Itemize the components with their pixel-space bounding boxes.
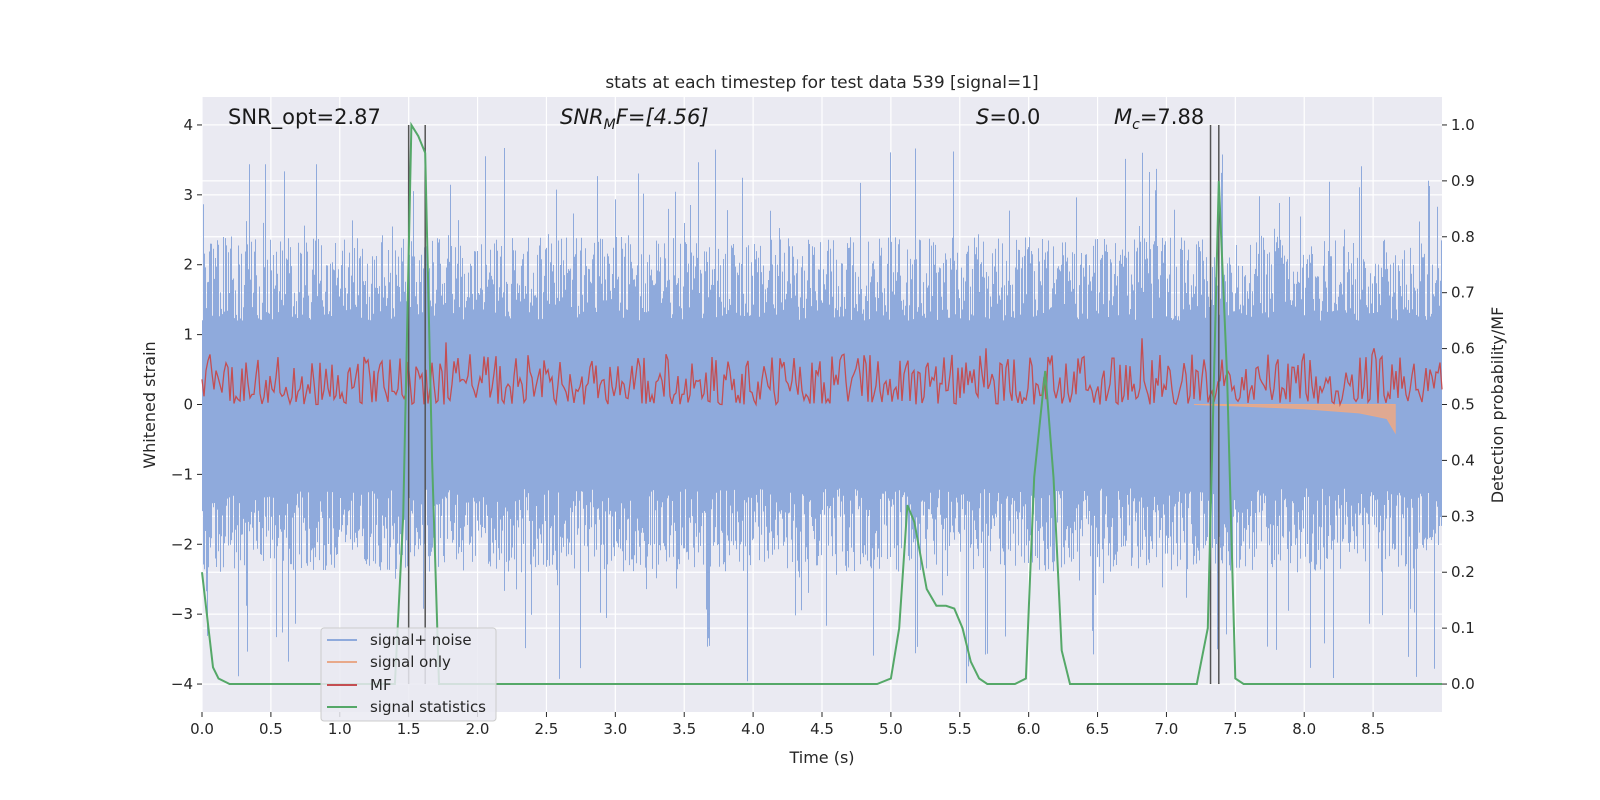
y-right-tick-label: 0.8 <box>1451 228 1475 246</box>
x-tick-label: 7.0 <box>1155 720 1179 738</box>
y-axis-left: −4 −3 −2 −1 0 1 2 3 4 <box>171 116 202 693</box>
series-signal-only <box>1193 404 1396 435</box>
series-signal-statistics <box>201 121 1442 685</box>
x-tick-label: 1.0 <box>328 720 352 738</box>
annotation-snr-opt: SNR_opt=2.87 <box>228 105 381 130</box>
y-right-tick-label: 0.6 <box>1451 340 1475 358</box>
y-right-tick-label: 0.0 <box>1451 675 1475 693</box>
x-axis-label: Time (s) <box>788 748 854 767</box>
x-tick-label: 6.5 <box>1086 720 1110 738</box>
y-right-tick-label: 0.4 <box>1451 451 1475 469</box>
y-right-tick-label: 1.0 <box>1451 116 1475 134</box>
noise-lower <box>202 404 1442 684</box>
legend-label-signal-noise: signal+ noise <box>370 631 472 649</box>
y-left-tick-label: −3 <box>171 605 193 623</box>
annotation-snr-mf: SNRMF=[4.56] <box>560 105 709 133</box>
annotation-s-main: S <box>976 105 989 129</box>
y-left-tick-label: 2 <box>183 256 193 274</box>
x-tick-label: 4.0 <box>741 720 765 738</box>
y-left-tick-label: −1 <box>171 465 193 483</box>
y-left-tick-label: 1 <box>183 326 193 344</box>
x-tick-label: 8.5 <box>1361 720 1385 738</box>
x-tick-label: 3.5 <box>672 720 696 738</box>
x-tick-label: 5.0 <box>879 720 903 738</box>
signal-statistics-line <box>201 121 1442 685</box>
y-right-tick-label: 0.5 <box>1451 396 1475 414</box>
chart-title: stats at each timestep for test data 539… <box>605 73 1038 93</box>
legend-label-signal-statistics: signal statistics <box>370 698 486 716</box>
x-tick-label: 2.5 <box>535 720 559 738</box>
y-left-tick-label: 3 <box>183 186 193 204</box>
annotation-mc: Mc=7.88 <box>1114 105 1204 133</box>
annotation-mc-sub: c <box>1132 117 1140 133</box>
y-right-tick-label: 0.1 <box>1451 619 1475 637</box>
y-right-tick-label: 0.9 <box>1451 172 1475 190</box>
annotation-s-rest: =0.0 <box>989 105 1040 129</box>
legend-label-mf: MF <box>370 676 392 694</box>
x-tick-label: 8.0 <box>1292 720 1316 738</box>
y-left-tick-label: −4 <box>171 675 193 693</box>
annotation-snr-mf-rest: F=[4.56] <box>616 105 709 129</box>
x-tick-label: 7.5 <box>1223 720 1247 738</box>
annotation-mc-rest: =7.88 <box>1140 105 1204 129</box>
x-tick-label: 0.5 <box>259 720 283 738</box>
x-tick-label: 5.5 <box>948 720 972 738</box>
x-tick-label: 6.0 <box>1017 720 1041 738</box>
legend: signal+ noise signal only MF signal stat… <box>320 627 497 722</box>
x-axis: 0.0 0.5 1.0 1.5 2.0 2.5 3.0 3.5 4.0 4.5 5.0 5.5 6.0 6… <box>190 712 1385 738</box>
annotation-snr-mf-main: SNR <box>560 105 604 129</box>
annotation-s: S=0.0 <box>976 105 1040 129</box>
y-left-tick-label: 0 <box>183 396 193 414</box>
y-left-tick-label: 4 <box>183 116 193 134</box>
y-right-tick-label: 0.2 <box>1451 563 1475 581</box>
x-tick-label: 1.5 <box>397 720 421 738</box>
x-tick-label: 0.0 <box>190 720 214 738</box>
x-tick-label: 3.0 <box>603 720 627 738</box>
y-axis-right-label: Detection probability/MF <box>1488 307 1507 504</box>
legend-label-signal-only: signal only <box>370 653 451 671</box>
legend-frame <box>320 627 497 722</box>
annotation-snr-mf-sub: M <box>604 117 616 133</box>
annotation-mc-main: M <box>1114 105 1132 129</box>
x-tick-label: 2.0 <box>466 720 490 738</box>
y-right-tick-label: 0.3 <box>1451 507 1475 525</box>
signal-only-line <box>1193 404 1396 435</box>
y-axis-right: 0.0 0.1 0.2 0.3 0.4 0.5 0.6 0.7 0.8 0.9 1.0 <box>1442 116 1475 693</box>
y-axis-left-label: Whitened strain <box>140 341 159 468</box>
x-tick-label: 4.5 <box>810 720 834 738</box>
y-right-tick-label: 0.7 <box>1451 284 1475 302</box>
y-left-tick-label: −2 <box>171 535 193 553</box>
